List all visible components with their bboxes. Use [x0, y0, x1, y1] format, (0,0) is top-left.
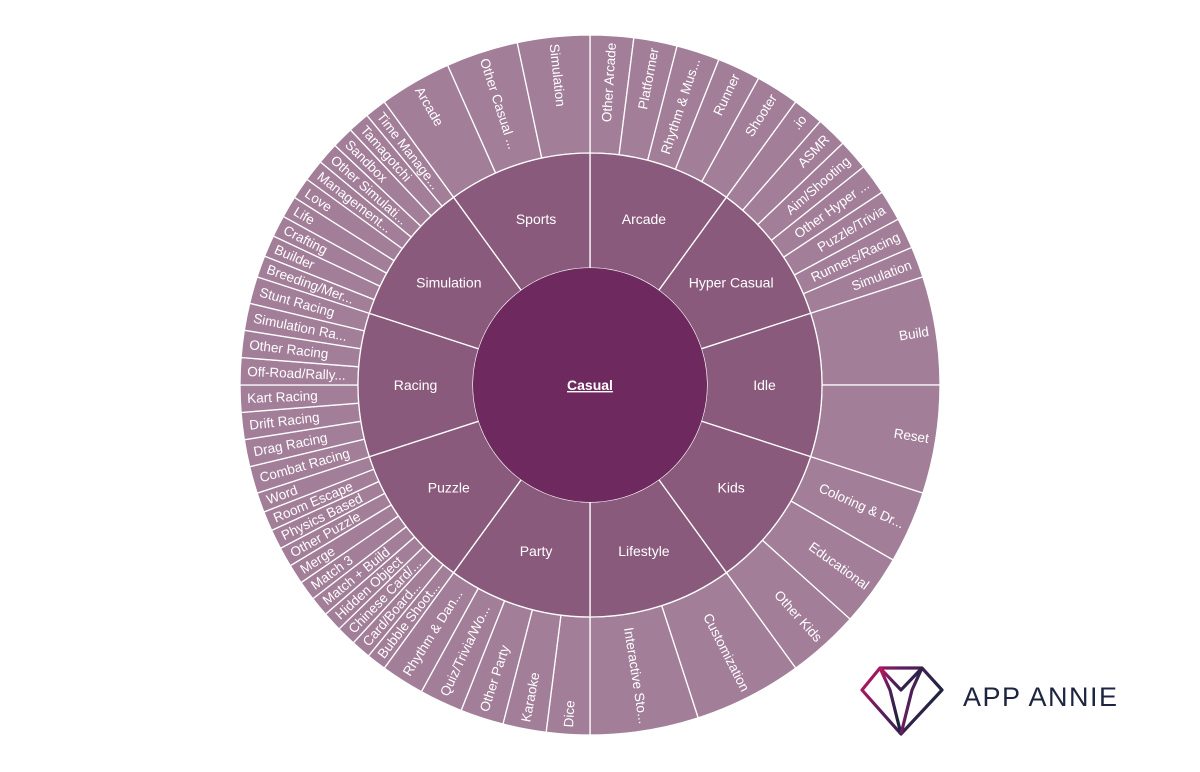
middle-ring: Arcade Hyper Casual Idle Kids Lifestyle Party…: [357, 152, 823, 618]
subcategory-label-off-road-rally: Off-Road/Rally...: [247, 364, 346, 383]
diamond-logo-icon: [860, 666, 944, 736]
subcategory-label-other-arcade: Other Arcade: [599, 42, 619, 122]
category-label-arcade: Arcade: [622, 211, 667, 227]
logo-wordmark: APP ANNIE: [963, 682, 1119, 712]
subcategory-label-build: Build: [898, 324, 930, 344]
center-circle[interactable]: [473, 268, 707, 502]
subcategory-label-reset: Reset: [893, 426, 930, 446]
category-label-racing: Racing: [394, 377, 438, 393]
center-group: Casual: [473, 268, 707, 502]
category-label-hyper-casual: Hyper Casual: [689, 274, 774, 290]
category-label-sports: Sports: [516, 211, 556, 227]
app-annie-logo: APP ANNIE: [860, 660, 1160, 740]
category-label-lifestyle: Lifestyle: [618, 543, 670, 559]
category-label-idle: Idle: [753, 377, 776, 393]
category-label-puzzle: Puzzle: [428, 480, 470, 496]
center-label[interactable]: Casual: [567, 377, 613, 393]
category-label-simulation: Simulation: [416, 274, 481, 290]
category-label-party: Party: [520, 543, 553, 559]
subcategory-label-kart-racing: Kart Racing: [247, 388, 318, 406]
subcategory-label-dice: Dice: [561, 700, 578, 728]
category-label-kids: Kids: [718, 480, 745, 496]
subcategory-label-simulation: Simulation: [547, 43, 569, 107]
